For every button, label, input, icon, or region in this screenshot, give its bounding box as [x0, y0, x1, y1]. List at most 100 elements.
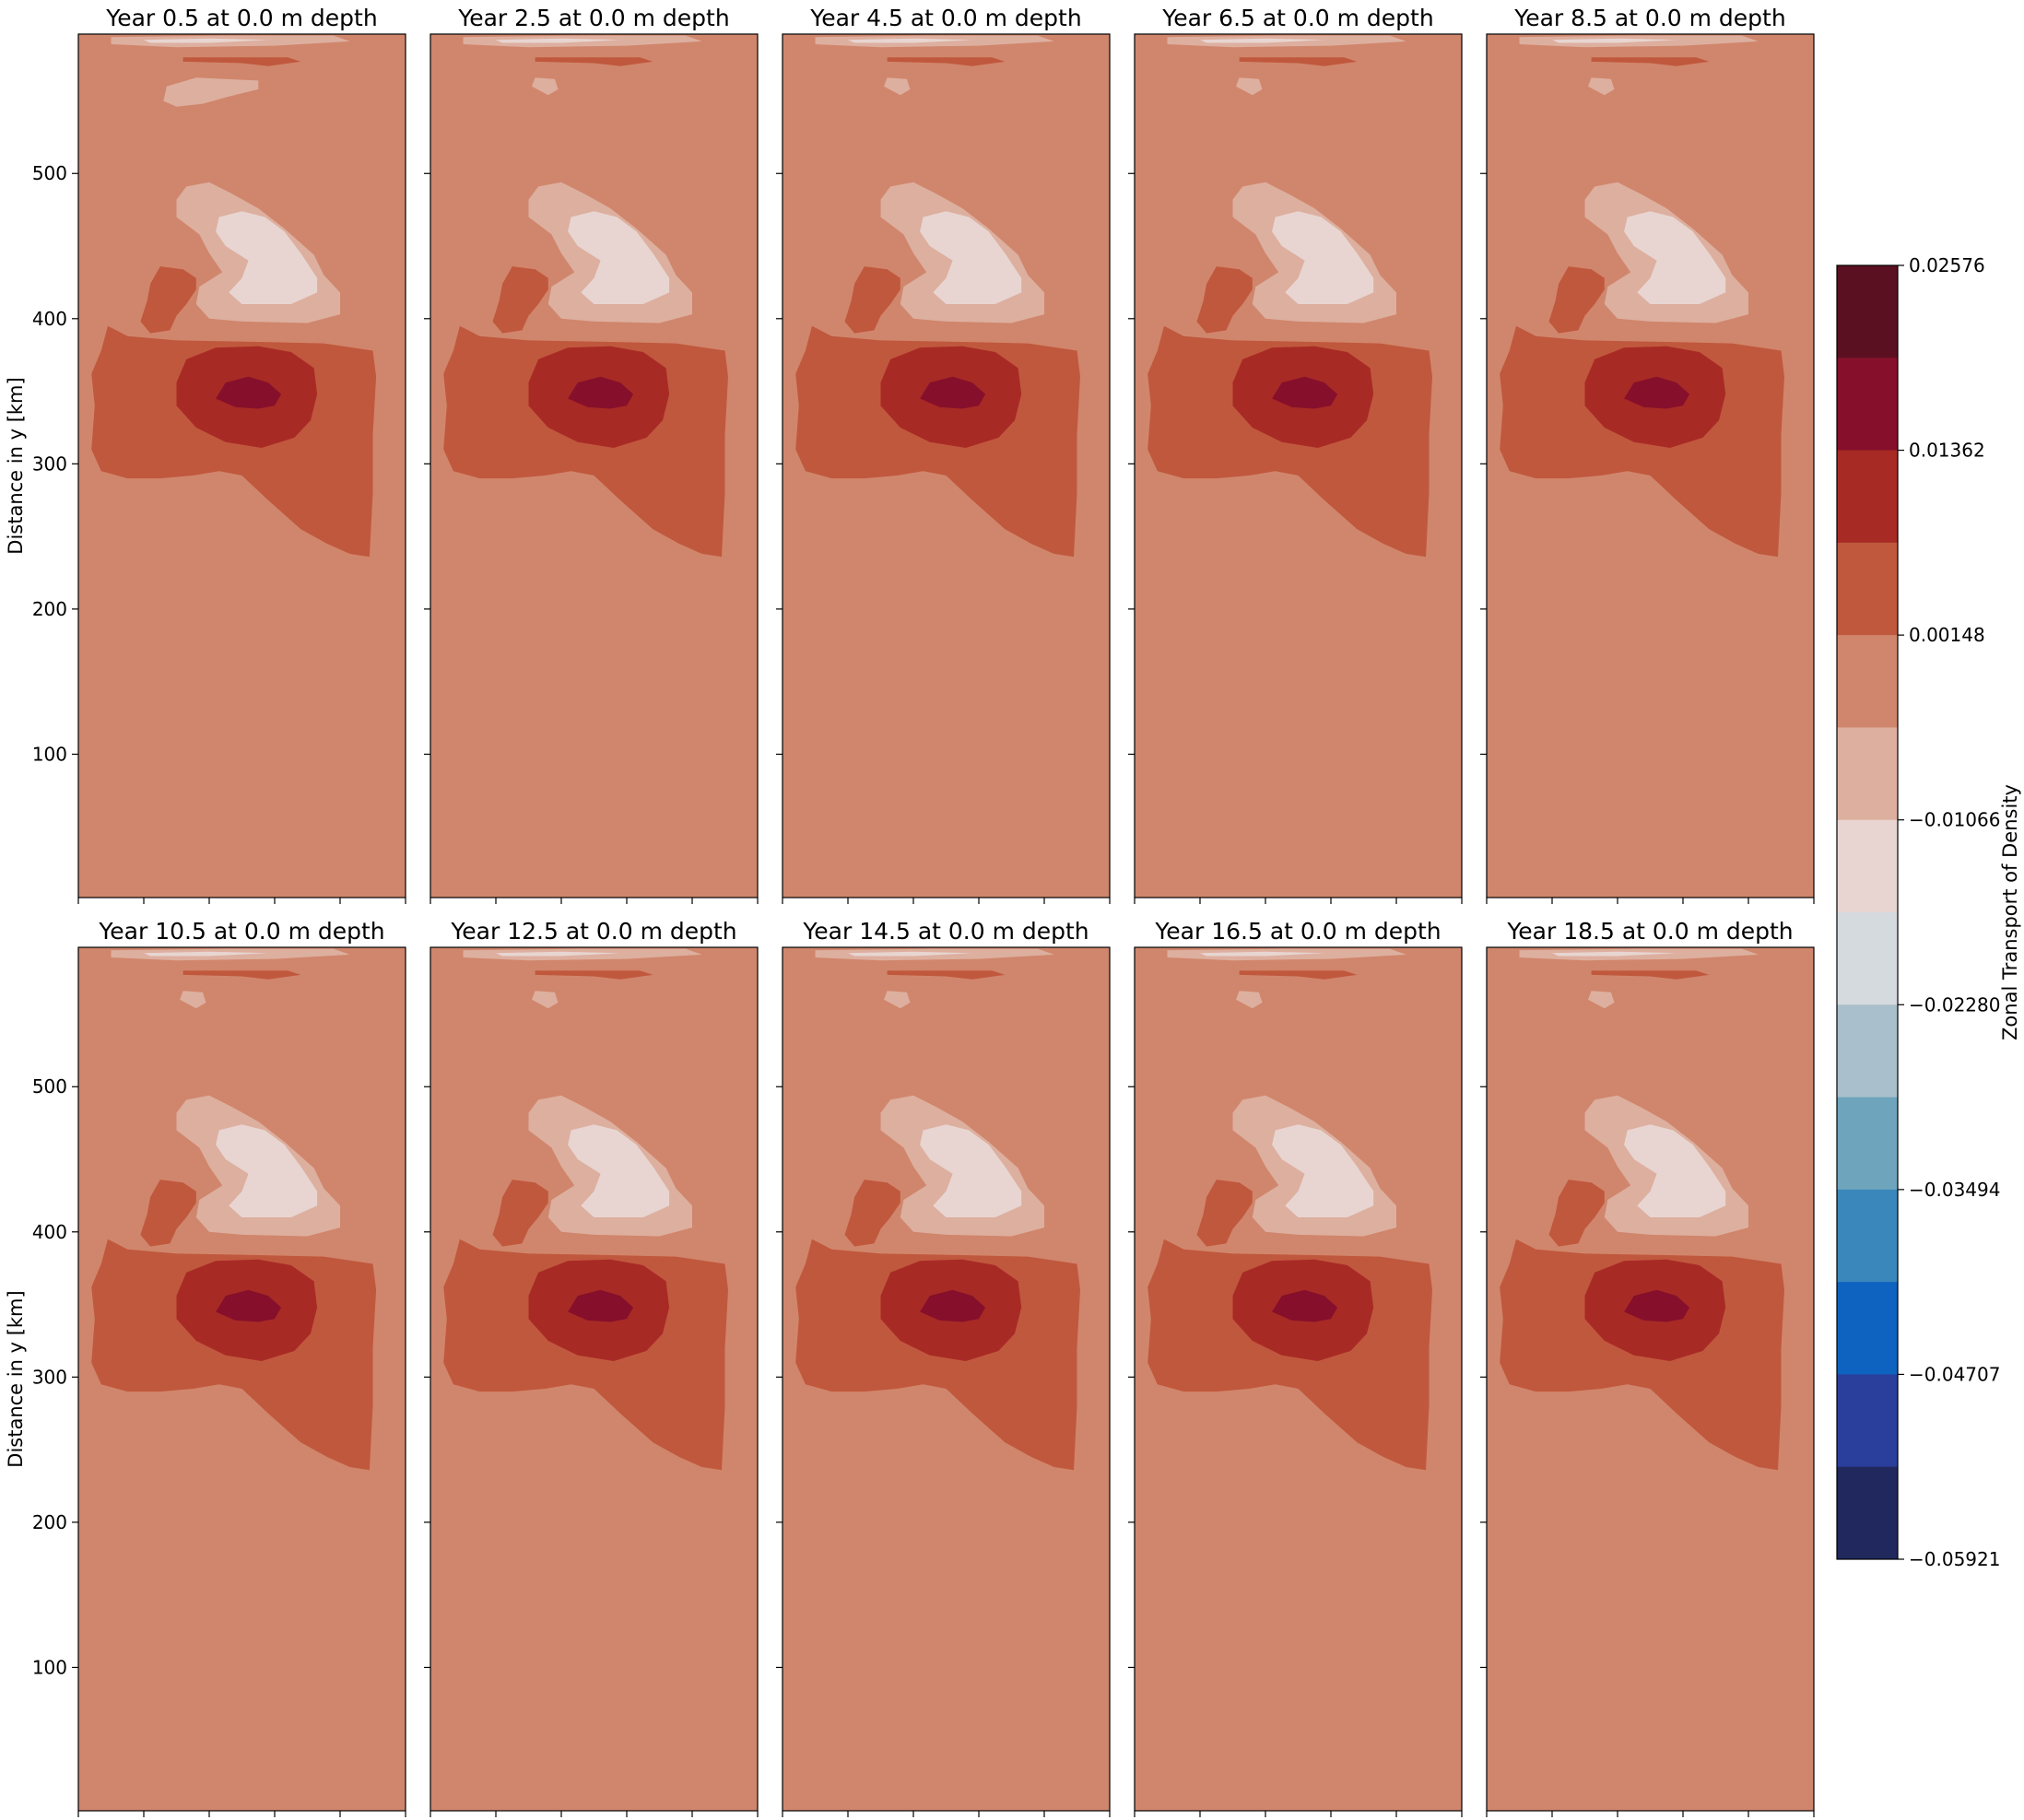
contour-d3 — [216, 376, 282, 409]
y-tick-label: 400 — [32, 1221, 67, 1243]
contour-d1-upper — [140, 1180, 196, 1247]
panels-group: Year 0.5 at 0.0 m depth 100 200 300 400 500 Di… — [5, 5, 1815, 1817]
contour-l2 — [216, 211, 318, 304]
contour-small-patch — [1588, 991, 1615, 1009]
panel-contours — [91, 948, 377, 1471]
contour-d3 — [920, 376, 986, 409]
panel-contours — [1500, 35, 1784, 558]
contour-top-band-inner — [848, 38, 972, 43]
contour-l2 — [568, 1124, 670, 1217]
contour-small-patch — [532, 77, 559, 96]
panel-4: Year 6.5 at 0.0 m depth — [1128, 5, 1463, 904]
panel-contours — [443, 948, 728, 1471]
contour-l2 — [568, 211, 670, 304]
contour-d3 — [1624, 1289, 1690, 1322]
y-axis-label: Distance in y [km] — [5, 1290, 27, 1467]
panel-6: Year 10.5 at 0.0 m depth 100 200 300 400 500 D… — [5, 918, 406, 1817]
colorbar-band — [1837, 1374, 1898, 1468]
panel-title: Year 16.5 at 0.0 m depth — [1154, 918, 1441, 945]
contour-d3 — [1272, 376, 1338, 409]
colorbar-tick-label: 0.02576 — [1909, 254, 1985, 276]
panel-10: Year 18.5 at 0.0 m depth — [1480, 918, 1815, 1817]
contour-d3 — [1272, 1289, 1338, 1322]
contour-d1-upper — [1196, 266, 1253, 334]
y-tick-label: 300 — [32, 452, 67, 475]
panel-frame — [77, 33, 406, 898]
contour-small-patch — [1236, 77, 1263, 96]
contour-l2 — [920, 211, 1022, 304]
contour-top-band-inner — [496, 38, 620, 43]
contour-d1-upper — [492, 1180, 548, 1247]
colorbar-tick-label: 0.01362 — [1909, 440, 1985, 462]
panel-frame — [1486, 33, 1815, 898]
contour-top-strip — [535, 970, 653, 980]
panel-title: Year 0.5 at 0.0 m depth — [105, 5, 377, 31]
colorbar-tick-label: −0.02280 — [1909, 993, 2000, 1016]
contour-d3 — [1624, 376, 1690, 409]
contour-d1-upper — [140, 266, 196, 334]
panel-title: Year 8.5 at 0.0 m depth — [1513, 5, 1785, 31]
y-tick-label: 100 — [32, 1656, 67, 1678]
colorbar-band — [1837, 1466, 1898, 1560]
colorbar-band — [1837, 1189, 1898, 1283]
colorbar-band — [1837, 358, 1898, 452]
contour-top-strip — [887, 57, 1006, 66]
contour-d3 — [568, 376, 634, 409]
contour-top-band-inner — [1200, 951, 1324, 957]
panel-5: Year 8.5 at 0.0 m depth — [1480, 5, 1815, 904]
contour-top-band-inner — [848, 951, 972, 957]
panel-contours — [91, 35, 377, 558]
panel-title: Year 6.5 at 0.0 m depth — [1161, 5, 1433, 31]
contour-d1-upper — [1196, 1180, 1253, 1247]
contour-top-strip — [887, 970, 1006, 980]
contour-small-patch — [180, 991, 206, 1009]
contour-l2 — [216, 1124, 318, 1217]
contour-top-band-inner — [144, 38, 268, 43]
panel-frame — [782, 33, 1111, 898]
panel-contours — [1147, 35, 1432, 558]
panel-contours — [795, 948, 1080, 1471]
colorbar: 0.02576 0.01362 0.00148 −0.01066 −0.02280 −0.… — [1836, 254, 2021, 1570]
colorbar-band — [1837, 819, 1898, 913]
contour-top-band-inner — [144, 951, 268, 957]
contour-top-strip — [535, 57, 653, 66]
y-tick-label: 200 — [32, 598, 67, 620]
panel-frame — [782, 946, 1111, 1812]
contour-top-strip — [1239, 970, 1358, 980]
contour-l2 — [1624, 1124, 1726, 1217]
contour-small-patch — [532, 991, 559, 1009]
contour-d1-upper — [1548, 266, 1605, 334]
contour-small-patch — [884, 77, 911, 96]
panel-frame — [430, 33, 759, 898]
colorbar-tick-label: −0.05921 — [1909, 1548, 2000, 1570]
colorbar-band — [1837, 635, 1898, 728]
panel-9: Year 16.5 at 0.0 m depth — [1128, 918, 1463, 1817]
colorbar-tick-label: 0.00148 — [1909, 624, 1985, 646]
contour-l2 — [1272, 211, 1374, 304]
y-tick-label: 500 — [32, 162, 67, 184]
contour-d1-upper — [1548, 1180, 1605, 1247]
y-axis-label: Distance in y [km] — [5, 377, 27, 554]
colorbar-frame — [1836, 264, 1899, 1560]
colorbar-band — [1837, 542, 1898, 636]
panel-contours — [443, 35, 728, 558]
contour-top-band-inner — [496, 951, 620, 957]
colorbar-band — [1837, 1004, 1898, 1098]
y-tick-label: 200 — [32, 1511, 67, 1533]
y-tick-label: 400 — [32, 308, 67, 330]
contour-small-patch — [1236, 991, 1263, 1009]
panel-title: Year 2.5 at 0.0 m depth — [457, 5, 729, 31]
contour-top-band-inner — [1200, 38, 1324, 43]
y-tick-label: 500 — [32, 1075, 67, 1098]
panel-frame — [1486, 946, 1815, 1812]
panel-title: Year 12.5 at 0.0 m depth — [450, 918, 736, 945]
colorbar-band — [1837, 1097, 1898, 1191]
panel-contours — [1500, 948, 1784, 1471]
panel-contours — [795, 35, 1080, 558]
panel-frame — [77, 946, 406, 1812]
contour-l2 — [920, 1124, 1022, 1217]
colorbar-band — [1837, 912, 1898, 1005]
contour-small-patch — [884, 991, 911, 1009]
contour-d1-upper — [844, 1180, 900, 1247]
